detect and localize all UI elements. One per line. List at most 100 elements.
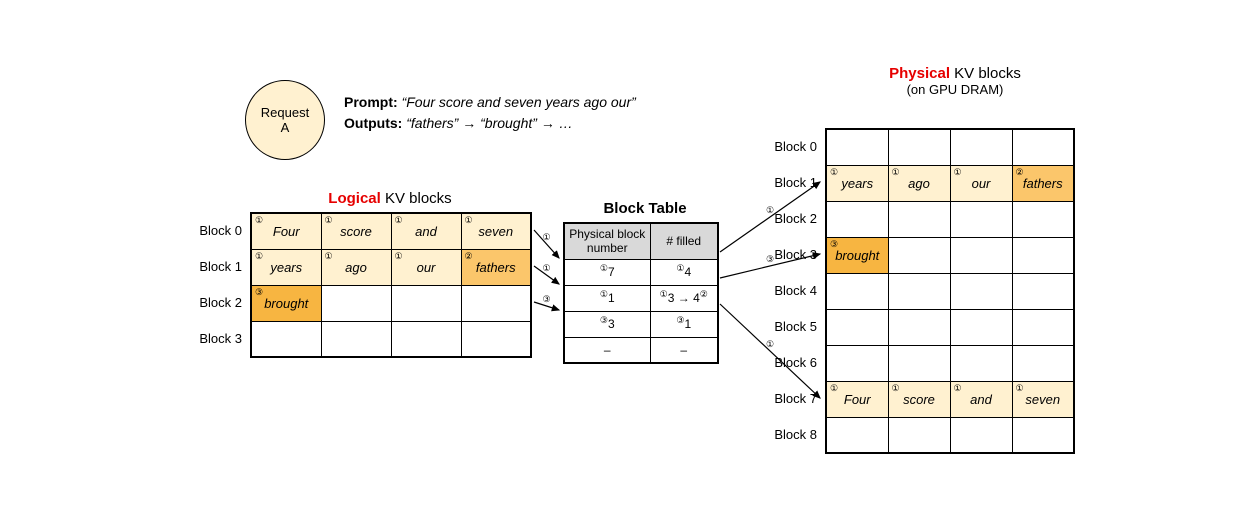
- logical-row-labels: Block 0Block 1Block 2Block 3: [180, 212, 250, 356]
- row-label: Block 2: [180, 284, 250, 320]
- bt-step: ①: [676, 263, 684, 273]
- kv-cell: [888, 273, 950, 309]
- cell-token: seven: [478, 224, 513, 239]
- bt-cell-pb: –: [564, 337, 650, 363]
- kv-cell: [888, 309, 950, 345]
- bt-step: ①: [600, 289, 608, 299]
- row-label: Block 7: [755, 380, 825, 416]
- kv-cell: [1012, 201, 1074, 237]
- cell-step: ①: [255, 216, 263, 225]
- cell-token: ago: [908, 176, 930, 191]
- bt-pb-val: 1: [608, 291, 615, 305]
- kv-cell: ②fathers: [461, 249, 531, 285]
- cell-step: ①: [830, 384, 838, 393]
- kv-cell: [1012, 309, 1074, 345]
- bt-header-pb: Physical blocknumber: [564, 223, 650, 259]
- kv-cell: [391, 321, 461, 357]
- kv-cell: [1012, 129, 1074, 165]
- kv-cell: [1012, 417, 1074, 453]
- row-label: Block 2: [755, 200, 825, 236]
- cell-token: score: [340, 224, 372, 239]
- request-circle: RequestA: [245, 80, 325, 160]
- block-table-title: Block Table: [565, 200, 725, 217]
- bt-cell-pb: ①7: [564, 259, 650, 285]
- cell-step: ①: [1016, 384, 1024, 393]
- cell-step: ③: [830, 240, 838, 249]
- kv-cell: ②fathers: [1012, 165, 1074, 201]
- cell-token: fathers: [476, 260, 516, 275]
- arrow-step-label: ③: [542, 294, 550, 304]
- kv-cell: ① ago: [888, 165, 950, 201]
- cell-step: ①: [465, 216, 473, 225]
- row-label: Block 1: [180, 248, 250, 284]
- physical-kv-table: ①years①ago①our②fathers③brought①Four①scor…: [825, 128, 1075, 454]
- prompt-label: Prompt:: [344, 94, 398, 110]
- cell-token: and: [970, 392, 992, 407]
- cell-step: ①: [892, 384, 900, 393]
- bt-pb-val: –: [604, 343, 611, 357]
- physical-title: Physical KV blocks(on GPU DRAM): [825, 65, 1085, 97]
- cell-step: ①: [892, 168, 900, 177]
- bt-cell-filled: –: [650, 337, 718, 363]
- cell-step: ①: [395, 252, 403, 261]
- kv-cell: [950, 237, 1012, 273]
- logical-title-red: Logical: [328, 190, 381, 207]
- kv-cell: [950, 345, 1012, 381]
- bt-cell-filled: ①4: [650, 259, 718, 285]
- kv-cell: [826, 201, 888, 237]
- physical-row-labels: Block 0Block 1Block 2Block 3Block 4Block…: [755, 128, 825, 452]
- kv-cell: ③brought: [826, 237, 888, 273]
- bt-cell-filled: ③1: [650, 311, 718, 337]
- kv-cell: [826, 309, 888, 345]
- cell-step: ①: [830, 168, 838, 177]
- kv-cell: [826, 345, 888, 381]
- cell-token: ago: [345, 260, 367, 275]
- kv-cell: [888, 345, 950, 381]
- kv-cell: [950, 309, 1012, 345]
- kv-cell: [1012, 237, 1074, 273]
- logical-title-rest: KV blocks: [381, 190, 452, 207]
- kv-cell: [251, 321, 321, 357]
- bt-f-val: 4: [684, 265, 691, 279]
- cell-token: Four: [844, 392, 871, 407]
- kv-cell: [461, 321, 531, 357]
- kv-cell: [888, 201, 950, 237]
- cell-token: years: [270, 260, 302, 275]
- kv-cell: [950, 417, 1012, 453]
- cell-step: ①: [325, 252, 333, 261]
- kv-cell: [1012, 345, 1074, 381]
- bt-step: ③: [676, 315, 684, 325]
- kv-cell: [826, 417, 888, 453]
- prompt-text: Prompt: “Four score and seven years ago …: [344, 92, 636, 134]
- row-label: Block 0: [755, 128, 825, 164]
- cell-token: score: [903, 392, 935, 407]
- kv-cell: ① and: [391, 213, 461, 249]
- row-label: Block 3: [180, 320, 250, 356]
- kv-cell: [1012, 273, 1074, 309]
- bt-pb-val: 7: [608, 265, 615, 279]
- bt-f-val: 3 → 4: [668, 291, 700, 305]
- cell-token: brought: [835, 248, 879, 263]
- bt-cell-filled: ①3 → 4②: [650, 285, 718, 311]
- bt-pb-val: 3: [608, 317, 615, 331]
- outputs-label: Outputs:: [344, 115, 402, 131]
- cell-step: ②: [465, 252, 473, 261]
- outputs-value: “fathers” → “brought” → …: [406, 115, 573, 131]
- kv-cell: ①score: [888, 381, 950, 417]
- kv-cell: ①seven: [1012, 381, 1074, 417]
- kv-cell: ①Four: [251, 213, 321, 249]
- row-label: Block 6: [755, 344, 825, 380]
- cell-step: ①: [395, 216, 403, 225]
- kv-cell: [826, 129, 888, 165]
- cell-token: seven: [1025, 392, 1060, 407]
- prompt-value: “Four score and seven years ago our”: [402, 94, 636, 110]
- diagram-stage: RequestA Prompt: “Four score and seven y…: [0, 0, 1234, 522]
- bt-cell-pb: ①1: [564, 285, 650, 311]
- kv-cell: ①our: [391, 249, 461, 285]
- bt-step: ③: [600, 315, 608, 325]
- cell-step: ①: [954, 384, 962, 393]
- bt-f-val: –: [680, 343, 687, 357]
- kv-cell: [950, 201, 1012, 237]
- cell-token: and: [415, 224, 437, 239]
- bt-cell-pb: ③3: [564, 311, 650, 337]
